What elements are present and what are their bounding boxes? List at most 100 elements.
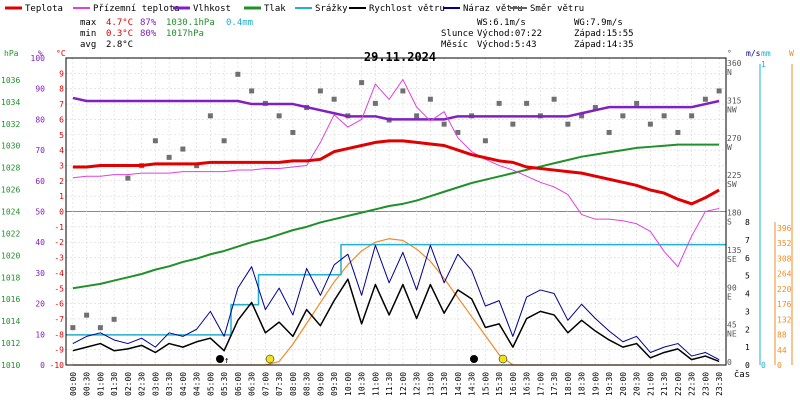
humidity-tick-label: 70 <box>35 146 45 155</box>
temperature-tick-label: 1 <box>59 192 64 201</box>
solar-tick-label: 352 <box>777 239 792 248</box>
stats-moon-label: Měsíc <box>441 40 468 50</box>
stats-min-hum: 80% <box>140 29 157 39</box>
axis-labels: 00:00 00:30 01:00 01:30 02:00 02:30 03:00 03:30… <box>1 49 794 396</box>
wind-dir-point <box>111 316 117 322</box>
temperature-tick-label: 7 <box>59 100 64 109</box>
pressure-axis-label: hPa <box>4 49 19 58</box>
temperature-tick-label: 0 <box>59 208 64 217</box>
pressure-tick-label: 1010 <box>1 361 20 370</box>
pressure-tick-label: 1016 <box>1 295 20 304</box>
temperature-axis-label: °C <box>56 49 66 58</box>
stats-sun-label: Slunce <box>441 29 474 39</box>
series-pressure <box>72 143 720 290</box>
stats-sun-rise: Východ:07:22 <box>477 29 542 39</box>
grid-lines <box>66 57 726 366</box>
x-tick-label: 12:30 <box>413 372 422 396</box>
legend-label-wind-dir: Směr větru <box>530 4 584 14</box>
humidity-tick-label: 40 <box>35 238 45 247</box>
x-tick-label: 19:00 <box>591 372 600 396</box>
series-humidity <box>72 96 720 121</box>
wind-dir-point <box>620 113 626 119</box>
stats-max-hum: 87% <box>140 18 157 28</box>
legend: Teplota Přízemní teplota Vlhkost Tlak Sr… <box>5 4 584 14</box>
x-tick-label: 06:00 <box>234 372 243 396</box>
solar-tick-label: 44 <box>777 346 787 355</box>
legend-label-ground-temp: Přízemní teplota <box>93 4 180 14</box>
wind-dir-point <box>331 96 337 102</box>
wind-dir-compass-label: E <box>727 292 732 301</box>
x-tick-label: 11:30 <box>385 372 394 396</box>
x-tick-label: 05:30 <box>220 372 229 396</box>
pressure-tick-label: 1014 <box>1 317 20 326</box>
x-tick-label: 20:30 <box>633 372 642 396</box>
wind-dir-point <box>647 121 653 127</box>
wind-dir-tick-label: 45 <box>727 321 737 330</box>
temperature-tick-label: -1 <box>54 223 64 232</box>
wind-dir-point <box>317 88 323 94</box>
solar-tick-label: 264 <box>777 270 792 279</box>
wind-dir-point <box>675 129 681 135</box>
plot-frame <box>65 57 727 366</box>
pressure-tick-label: 1026 <box>1 186 20 195</box>
temperature-tick-label: 6 <box>59 115 64 124</box>
temperature-tick-label: 5 <box>59 131 64 140</box>
wind-dir-tick-label: 135 <box>727 246 742 255</box>
series-wind-speed <box>72 278 720 363</box>
legend-label-wind-gust: Náraz větru <box>463 4 523 14</box>
wind-dir-tick-label: 90 <box>727 283 737 292</box>
stats-max-label: max <box>80 18 97 28</box>
wind-dir-tick-label: 360 <box>727 59 742 68</box>
moonrise-arrow-icon: ↑ <box>224 356 229 366</box>
humidity-axis-label: % <box>38 49 43 58</box>
wind-dir-compass-label: NW <box>727 105 737 114</box>
stats-sun-set: Západ:15:55 <box>574 29 634 39</box>
temperature-tick-label: -7 <box>54 315 64 324</box>
wind-dir-tick-label: 270 <box>727 134 742 143</box>
wind-dir-point <box>372 100 378 106</box>
wind-dir-tick-label: 315 <box>727 96 742 105</box>
wind-speed-tick-label: 6 <box>745 254 750 263</box>
humidity-tick-label: 90 <box>35 85 45 94</box>
x-tick-label: 01:00 <box>96 372 105 396</box>
temperature-tick-label: -6 <box>54 300 64 309</box>
wind-speed-tick-label: 1 <box>745 343 750 352</box>
x-tick-label: 21:00 <box>646 372 655 396</box>
wind-dir-point <box>551 96 557 102</box>
pressure-tick-label: 1024 <box>1 208 20 217</box>
x-tick-label: 07:00 <box>261 372 270 396</box>
rain-tick-label: 0 <box>761 361 766 370</box>
x-tick-label: 02:00 <box>124 372 133 396</box>
solar-tick-label: 308 <box>777 254 792 263</box>
sunset-icon <box>498 354 508 364</box>
x-tick-label: 02:30 <box>138 372 147 396</box>
wind-dir-compass-label: S <box>727 218 732 227</box>
x-tick-label: 08:30 <box>303 372 312 396</box>
wind-dir-point <box>634 100 640 106</box>
wind-dir-point <box>565 121 571 127</box>
wind-dir-point <box>152 138 158 144</box>
series-wind-gust <box>72 244 720 361</box>
x-tick-label: 11:00 <box>371 372 380 396</box>
wind-dir-point <box>414 113 420 119</box>
x-tick-label: 00:00 <box>69 372 78 396</box>
wind-dir-point <box>290 129 296 135</box>
stats-max-temp: 4.7°C <box>106 18 133 28</box>
wind-dir-point <box>702 96 708 102</box>
rain-axis-label: mm <box>761 49 771 58</box>
x-tick-label: 16:00 <box>509 372 518 396</box>
x-tick-label: 17:30 <box>550 372 559 396</box>
wind-dir-point <box>455 129 461 135</box>
wind-dir-point <box>689 113 695 119</box>
wind-speed-axis-label: m/s <box>746 49 761 58</box>
stats-wind-wg: WG:7.9m/s <box>574 18 623 28</box>
wind-dir-point <box>510 121 516 127</box>
wind-dir-point <box>716 88 722 94</box>
moonrise-icon <box>216 355 224 363</box>
x-tick-label: 00:30 <box>83 372 92 396</box>
stats-max-press: 1030.1hPa <box>166 18 215 28</box>
wind-speed-tick-label: 5 <box>745 272 750 281</box>
humidity-tick-label: 100 <box>31 54 46 63</box>
wind-dir-point <box>579 113 585 119</box>
x-tick-label: 03:00 <box>151 372 160 396</box>
